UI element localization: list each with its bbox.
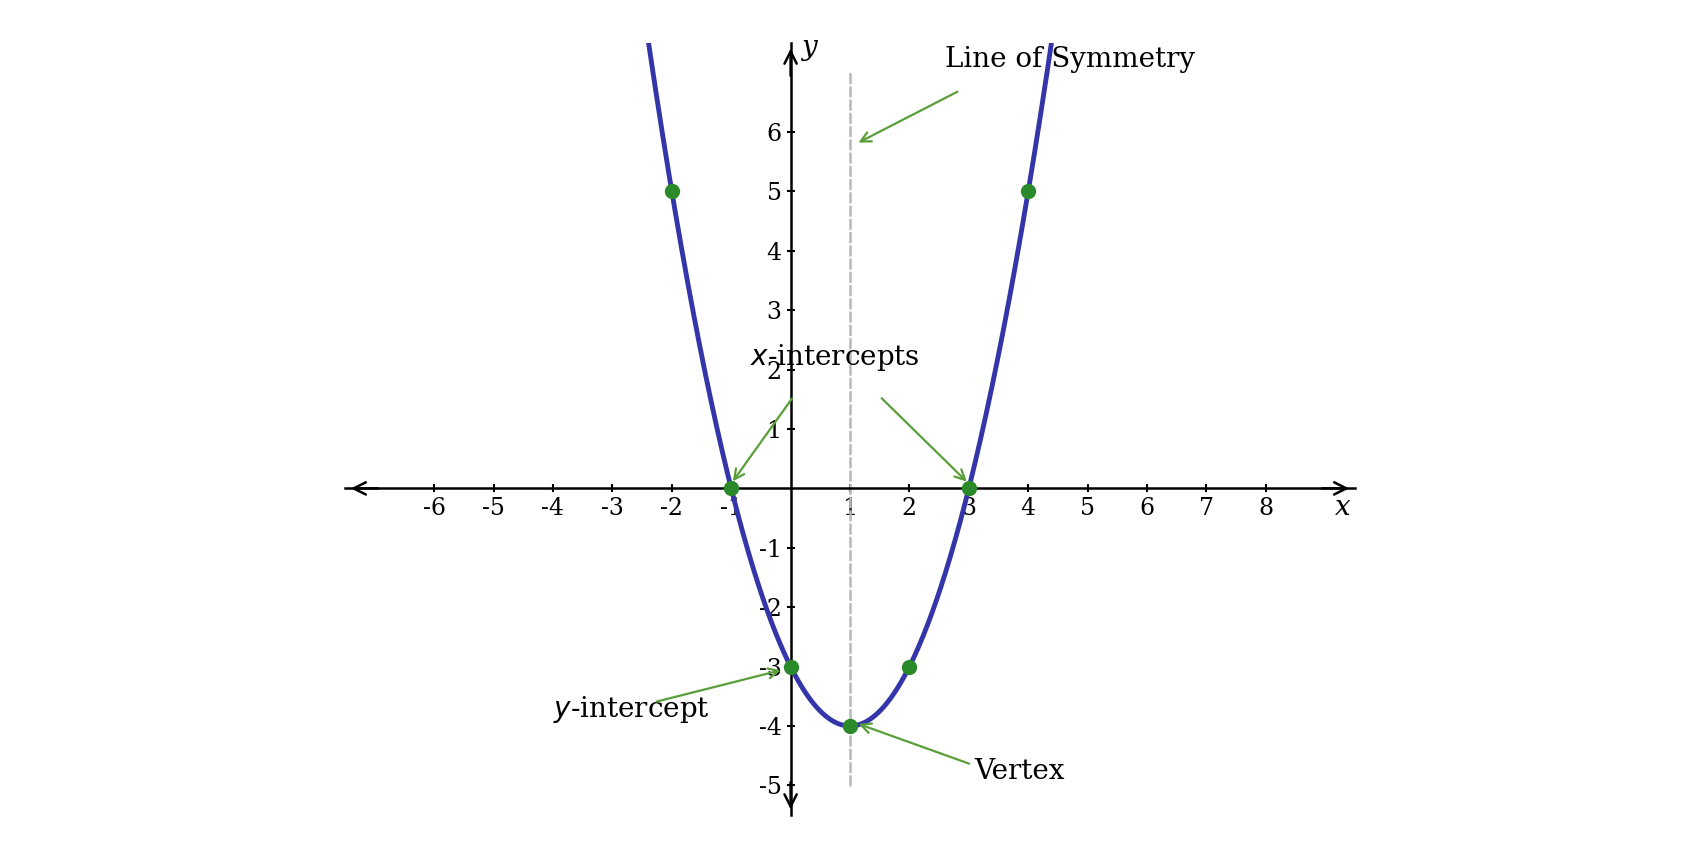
- Text: x: x: [1334, 494, 1352, 521]
- Point: [955, 481, 983, 495]
- Point: [717, 481, 745, 495]
- Point: [777, 660, 804, 674]
- Point: [658, 184, 685, 198]
- Point: [896, 660, 923, 674]
- Text: Line of Symmetry: Line of Symmetry: [945, 45, 1195, 73]
- Text: $x$-intercepts: $x$-intercepts: [750, 341, 920, 372]
- Text: Vertex: Vertex: [974, 758, 1066, 785]
- Text: y: y: [801, 33, 816, 61]
- Point: [836, 719, 864, 733]
- Text: $y$-intercept: $y$-intercept: [552, 694, 709, 725]
- Point: [1015, 184, 1042, 198]
